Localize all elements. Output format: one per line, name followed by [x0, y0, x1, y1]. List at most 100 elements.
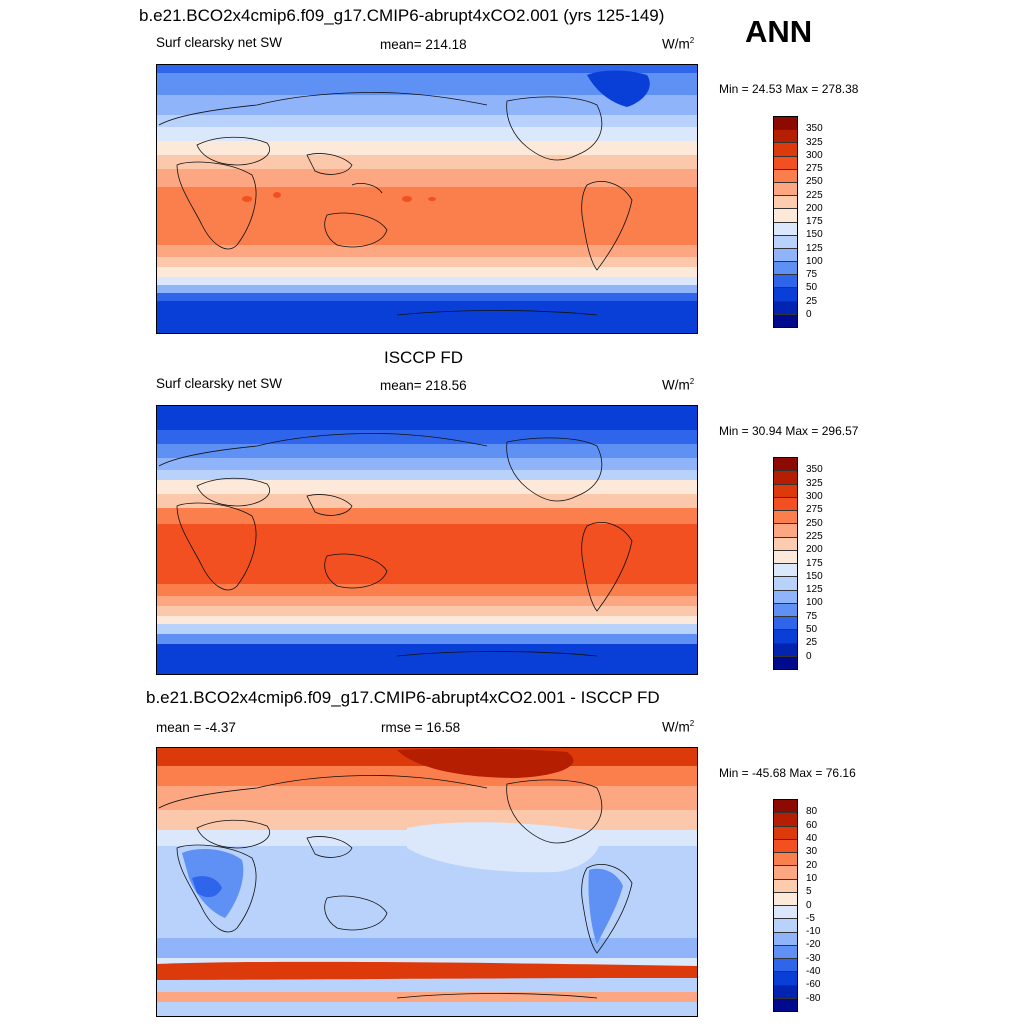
colorbar-tick-label: 25 [806, 637, 818, 649]
colorbar-swatch [774, 590, 797, 604]
panel-3-map [156, 747, 698, 1017]
colorbar-tick-label: 150 [806, 570, 823, 582]
colorbar-tick-label: 350 [806, 464, 823, 476]
colorbar-tick-label: -80 [806, 992, 821, 1004]
colorbar-tick-label: 75 [806, 269, 818, 280]
colorbar-swatch [774, 275, 797, 289]
colorbar-tick-label: 50 [806, 282, 818, 294]
colorbar-swatch [774, 866, 797, 880]
panel-2-map [156, 405, 698, 675]
panel-2-colorbar [773, 457, 798, 670]
panel-2-variable-label: Surf clearsky net SW [156, 376, 283, 391]
colorbar-tick-label: 225 [806, 189, 823, 201]
colorbar-tick-label: -20 [806, 939, 821, 951]
colorbar-swatch [774, 564, 797, 578]
panel-1-units: W/m2 [662, 36, 695, 52]
colorbar-swatch [774, 617, 797, 631]
colorbar-swatch [774, 985, 797, 999]
colorbar-swatch [774, 892, 797, 906]
colorbar-tick-label: 325 [806, 136, 823, 148]
colorbar-swatch [774, 630, 797, 644]
colorbar-tick-label: -40 [806, 966, 821, 978]
colorbar-tick-label: 250 [806, 176, 823, 188]
colorbar-swatch [774, 169, 797, 183]
colorbar-tick-label: 100 [806, 255, 823, 267]
panel-1-colorbar [773, 116, 798, 328]
colorbar-swatch [774, 813, 797, 827]
panel-1-title: b.e21.BCO2x4cmip6.f09_g17.CMIP6-abrupt4x… [139, 6, 665, 25]
colorbar-swatch [774, 550, 797, 564]
colorbar-swatch [774, 603, 797, 617]
colorbar-tick-label: 60 [806, 819, 818, 831]
panel-3-rmse-label: rmse = 16.58 [381, 720, 461, 735]
colorbar-tick-label: 50 [806, 624, 818, 636]
colorbar-swatch [774, 117, 797, 131]
colorbar-tick-label: 125 [806, 242, 823, 254]
colorbar-tick-label: -5 [806, 912, 815, 924]
colorbar-tick-label: 300 [806, 490, 823, 502]
colorbar-tick-label: 275 [806, 163, 823, 174]
colorbar-tick-label: 40 [806, 832, 818, 844]
colorbar-swatch [774, 156, 797, 170]
colorbar-swatch [774, 235, 797, 249]
colorbar-swatch [774, 222, 797, 236]
colorbar-swatch [774, 484, 797, 498]
panel-3-units: W/m2 [662, 719, 695, 735]
colorbar-tick-label: 300 [806, 149, 823, 161]
colorbar-tick-label: 0 [806, 899, 812, 911]
colorbar-swatch [774, 577, 797, 591]
colorbar-swatch [774, 511, 797, 525]
colorbar-tick-label: 30 [806, 846, 818, 858]
colorbar-swatch [774, 972, 797, 986]
colorbar-tick-label: 200 [806, 544, 823, 556]
colorbar-swatch [774, 497, 797, 511]
colorbar-swatch [774, 314, 797, 327]
colorbar-tick-label: 250 [806, 517, 823, 529]
colorbar-tick-label: -30 [806, 952, 821, 964]
colorbar-swatch [774, 919, 797, 933]
colorbar-swatch [774, 945, 797, 959]
colorbar-tick-label: -60 [806, 979, 821, 991]
colorbar-swatch [774, 998, 797, 1011]
colorbar-tick-label: 275 [806, 504, 823, 516]
colorbar-swatch [774, 196, 797, 210]
colorbar-swatch [774, 130, 797, 144]
colorbar-tick-label: 225 [806, 530, 823, 542]
colorbar-swatch [774, 471, 797, 485]
colorbar-tick-label: 5 [806, 886, 812, 898]
colorbar-tick-label: 80 [806, 806, 818, 818]
colorbar-swatch [774, 537, 797, 551]
panel-2-min-max: Min = 30.94 Max = 296.57 [719, 424, 859, 438]
panel-3-title: b.e21.BCO2x4cmip6.f09_g17.CMIP6-abrupt4x… [146, 688, 660, 707]
colorbar-tick-label: 350 [806, 123, 823, 135]
colorbar-swatch [774, 248, 797, 263]
colorbar-tick-label: 175 [806, 557, 823, 569]
colorbar-tick-label: 0 [806, 650, 812, 662]
colorbar-swatch [774, 959, 797, 973]
panel-1-map [156, 64, 698, 334]
panel-3-min-max: Min = -45.68 Max = 76.16 [719, 766, 856, 780]
panel-1-min-max: Min = 24.53 Max = 278.38 [719, 82, 859, 96]
season-label: ANN [745, 14, 813, 49]
colorbar-tick-label: 25 [806, 295, 818, 307]
panel-2-units: W/m2 [662, 377, 695, 393]
panel-2-title: ISCCP FD [384, 348, 464, 367]
colorbar-tick-label: 0 [806, 308, 812, 320]
colorbar-swatch [774, 826, 797, 840]
colorbar-tick-label: 175 [806, 216, 823, 227]
colorbar-swatch [774, 800, 797, 814]
colorbar-swatch [774, 458, 797, 472]
colorbar-tick-label: 125 [806, 584, 823, 596]
colorbar-swatch [774, 524, 797, 538]
colorbar-swatch [774, 143, 797, 157]
colorbar-swatch [774, 932, 797, 946]
colorbar-tick-label: -10 [806, 926, 821, 938]
colorbar-swatch [774, 301, 797, 315]
colorbar-swatch [774, 182, 797, 197]
colorbar-swatch [774, 209, 797, 223]
colorbar-swatch [774, 288, 797, 302]
colorbar-tick-label: 325 [806, 477, 823, 489]
panel-2-mean-label: mean= 218.56 [380, 378, 467, 393]
colorbar-swatch [774, 839, 797, 853]
colorbar-tick-label: 100 [806, 597, 823, 609]
